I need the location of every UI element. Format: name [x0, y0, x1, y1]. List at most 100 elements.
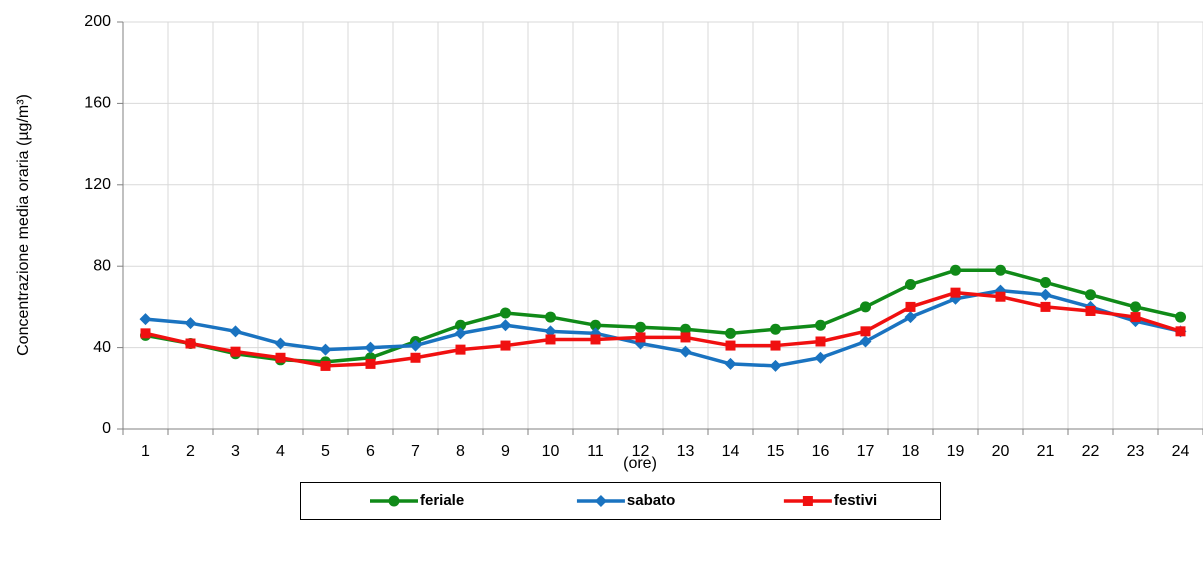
- marker: [1040, 301, 1051, 312]
- x-tick-label: 8: [456, 443, 465, 460]
- x-tick-label: 23: [1127, 443, 1145, 460]
- x-tick-label: 21: [1037, 443, 1055, 460]
- marker: [1175, 311, 1186, 323]
- marker: [635, 332, 646, 343]
- x-tick-label: 19: [947, 443, 965, 460]
- marker: [860, 301, 871, 313]
- marker: [594, 495, 607, 507]
- marker: [139, 313, 152, 326]
- marker: [769, 359, 782, 372]
- marker: [1039, 288, 1052, 301]
- marker: [1130, 301, 1141, 313]
- marker: [725, 340, 736, 351]
- marker: [455, 319, 466, 331]
- series-line: [145, 268, 1181, 364]
- x-tick-label: 1: [141, 443, 150, 460]
- x-tick-label: 16: [812, 443, 830, 460]
- marker: [814, 351, 827, 364]
- marker: [590, 319, 601, 331]
- x-tick-label: 15: [767, 443, 785, 460]
- marker: [454, 327, 467, 340]
- y-tick-label: 120: [84, 176, 111, 193]
- marker: [1085, 289, 1096, 301]
- x-tick-label: 5: [321, 443, 330, 460]
- marker: [230, 346, 241, 357]
- marker: [184, 317, 197, 330]
- marker: [544, 325, 557, 338]
- marker: [455, 344, 466, 355]
- marker: [859, 335, 872, 348]
- marker: [140, 328, 151, 339]
- y-tick-label: 160: [84, 95, 111, 112]
- marker: [500, 307, 511, 319]
- marker: [545, 334, 556, 345]
- marker: [320, 360, 331, 371]
- x-tick-label: 12: [632, 443, 650, 460]
- x-tick-label: 18: [902, 443, 920, 460]
- marker: [388, 495, 400, 507]
- marker: [409, 339, 422, 352]
- x-tick-label: 13: [677, 443, 695, 460]
- y-tick-label: 40: [93, 339, 111, 356]
- marker: [1130, 312, 1141, 323]
- marker: [860, 326, 871, 337]
- x-tick-label: 3: [231, 443, 240, 460]
- series-line: [145, 288, 1181, 368]
- marker: [815, 319, 826, 331]
- x-tick-label: 2: [186, 443, 195, 460]
- y-tick-label: 0: [102, 420, 111, 437]
- marker: [275, 352, 286, 363]
- marker: [950, 287, 961, 298]
- x-tick-label: 9: [501, 443, 510, 460]
- legend-text: feriale: [420, 492, 464, 509]
- marker: [590, 334, 601, 345]
- legend-text: festivi: [834, 492, 877, 509]
- x-tick-label: 14: [722, 443, 740, 460]
- marker: [815, 336, 826, 347]
- marker: [950, 264, 961, 276]
- x-tick-label: 7: [411, 443, 420, 460]
- marker: [680, 323, 691, 335]
- marker: [499, 319, 512, 332]
- y-axis-label: Concentrazione media oraria (µg/m³): [15, 94, 32, 356]
- marker: [770, 323, 781, 335]
- marker: [1040, 276, 1051, 288]
- marker: [725, 327, 736, 339]
- x-axis-label: (ore): [623, 455, 657, 472]
- marker: [904, 311, 917, 324]
- marker: [679, 345, 692, 358]
- marker: [770, 340, 781, 351]
- marker: [364, 341, 377, 354]
- x-tick-label: 17: [857, 443, 875, 460]
- marker: [905, 279, 916, 291]
- marker: [185, 338, 196, 349]
- marker: [500, 340, 511, 351]
- marker: [724, 357, 737, 370]
- x-tick-label: 4: [276, 443, 285, 460]
- legend-text: sabato: [627, 492, 675, 509]
- y-tick-label: 200: [84, 13, 111, 30]
- marker: [410, 352, 421, 363]
- x-tick-label: 10: [542, 443, 560, 460]
- marker: [802, 496, 813, 506]
- y-tick-label: 80: [93, 257, 111, 274]
- marker: [274, 337, 287, 350]
- marker: [365, 358, 376, 369]
- marker: [1085, 305, 1096, 316]
- marker: [995, 291, 1006, 302]
- marker: [905, 301, 916, 312]
- x-tick-label: 11: [587, 443, 604, 460]
- marker: [545, 311, 556, 323]
- marker: [635, 321, 646, 333]
- x-tick-label: 22: [1082, 443, 1100, 460]
- marker: [995, 264, 1006, 276]
- x-tick-label: 6: [366, 443, 375, 460]
- x-tick-label: 24: [1172, 443, 1190, 460]
- marker: [229, 325, 242, 338]
- marker: [680, 332, 691, 343]
- marker: [1175, 326, 1186, 337]
- marker: [319, 343, 332, 356]
- x-tick-label: 20: [992, 443, 1010, 460]
- series-line: [145, 290, 1182, 368]
